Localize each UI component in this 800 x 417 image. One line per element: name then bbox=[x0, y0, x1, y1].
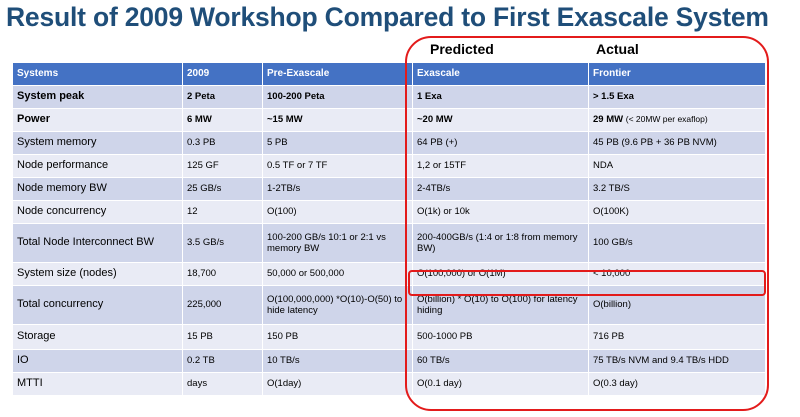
cell-exascale: 60 TB/s bbox=[412, 349, 589, 373]
table-row: Node performance 125 GF 0.5 TF or 7 TF 1… bbox=[12, 154, 766, 178]
header-systems: Systems bbox=[12, 62, 183, 86]
cell-frontier: < 10,000 bbox=[588, 262, 766, 286]
cell-exascale: 1,2 or 15TF bbox=[412, 154, 589, 178]
cell-2009: 18,700 bbox=[182, 262, 263, 286]
header-frontier: Frontier bbox=[588, 62, 766, 86]
row-label: Node concurrency bbox=[12, 200, 183, 224]
frontier-power-note: (< 20MW per exaflop) bbox=[625, 114, 708, 125]
row-label: IO bbox=[12, 349, 183, 373]
cell-frontier: O(0.3 day) bbox=[588, 372, 766, 396]
cell-2009: 2 Peta bbox=[182, 85, 263, 109]
cell-2009: 0.2 TB bbox=[182, 349, 263, 373]
row-label: System size (nodes) bbox=[12, 262, 183, 286]
row-label: Node memory BW bbox=[12, 177, 183, 201]
row-label: Node performance bbox=[12, 154, 183, 178]
row-label: System peak bbox=[12, 85, 183, 109]
table-row: Power 6 MW ~15 MW ~20 MW 29 MW (< 20MW p… bbox=[12, 108, 766, 132]
cell-frontier: 75 TB/s NVM and 9.4 TB/s HDD bbox=[588, 349, 766, 373]
cell-exascale: O(0.1 day) bbox=[412, 372, 589, 396]
cell-frontier: 29 MW (< 20MW per exaflop) bbox=[588, 108, 766, 132]
table-row: System memory 0.3 PB 5 PB 64 PB (+) 45 P… bbox=[12, 131, 766, 155]
cell-2009: 12 bbox=[182, 200, 263, 224]
comparison-table: Systems 2009 Pre-Exascale Exascale Front… bbox=[12, 62, 766, 396]
header-2009: 2009 bbox=[182, 62, 263, 86]
cell-frontier: NDA bbox=[588, 154, 766, 178]
row-label: MTTI bbox=[12, 372, 183, 396]
predicted-actual-highlight-frame bbox=[405, 36, 769, 411]
cell-pre-exascale: 1-2TB/s bbox=[262, 177, 413, 201]
cell-pre-exascale: 0.5 TF or 7 TF bbox=[262, 154, 413, 178]
row-label: Total Node Interconnect BW bbox=[12, 223, 183, 263]
table-row: IO 0.2 TB 10 TB/s 60 TB/s 75 TB/s NVM an… bbox=[12, 349, 766, 373]
page-title: Result of 2009 Workshop Compared to Firs… bbox=[6, 2, 769, 32]
cell-2009: 6 MW bbox=[182, 108, 263, 132]
actual-label: Actual bbox=[596, 41, 639, 57]
cell-exascale: 1 Exa bbox=[412, 85, 589, 109]
cell-2009: days bbox=[182, 372, 263, 396]
cell-pre-exascale: 150 PB bbox=[262, 324, 413, 350]
cell-exascale: O(billion) * O(10) to O(100) for latency… bbox=[412, 285, 589, 325]
cell-pre-exascale: 10 TB/s bbox=[262, 349, 413, 373]
table-row: Storage 15 PB 150 PB 500-1000 PB 716 PB bbox=[12, 324, 766, 350]
cell-pre-exascale: ~15 MW bbox=[262, 108, 413, 132]
table-row: System peak 2 Peta 100-200 Peta 1 Exa > … bbox=[12, 85, 766, 109]
table-row: System size (nodes) 18,700 50,000 or 500… bbox=[12, 262, 766, 286]
cell-pre-exascale: O(100,000,000) *O(10)-O(50) to hide late… bbox=[262, 285, 413, 325]
cell-frontier: O(100K) bbox=[588, 200, 766, 224]
cell-pre-exascale: O(100) bbox=[262, 200, 413, 224]
cell-pre-exascale: 100-200 Peta bbox=[262, 85, 413, 109]
predicted-label: Predicted bbox=[430, 41, 494, 57]
header-exascale: Exascale bbox=[412, 62, 589, 86]
cell-2009: 225,000 bbox=[182, 285, 263, 325]
cell-frontier: 716 PB bbox=[588, 324, 766, 350]
table-row: MTTI days O(1day) O(0.1 day) O(0.3 day) bbox=[12, 372, 766, 396]
cell-2009: 125 GF bbox=[182, 154, 263, 178]
system-size-highlight-box bbox=[408, 270, 766, 296]
cell-2009: 25 GB/s bbox=[182, 177, 263, 201]
cell-frontier: 45 PB (9.6 PB + 36 PB NVM) bbox=[588, 131, 766, 155]
cell-exascale: ~20 MW bbox=[412, 108, 589, 132]
row-label: Total concurrency bbox=[12, 285, 183, 325]
table-row: Node memory BW 25 GB/s 1-2TB/s 2-4TB/s 3… bbox=[12, 177, 766, 201]
cell-2009: 3.5 GB/s bbox=[182, 223, 263, 263]
cell-frontier: 3.2 TB/S bbox=[588, 177, 766, 201]
row-label: Power bbox=[12, 108, 183, 132]
header-pre-exascale: Pre-Exascale bbox=[262, 62, 413, 86]
row-label: Storage bbox=[12, 324, 183, 350]
cell-pre-exascale: 5 PB bbox=[262, 131, 413, 155]
row-label: System memory bbox=[12, 131, 183, 155]
table-row: Node concurrency 12 O(100) O(1k) or 10k … bbox=[12, 200, 766, 224]
cell-pre-exascale: 50,000 or 500,000 bbox=[262, 262, 413, 286]
cell-2009: 15 PB bbox=[182, 324, 263, 350]
frontier-power-value: 29 MW bbox=[593, 114, 624, 126]
header-row: Systems 2009 Pre-Exascale Exascale Front… bbox=[12, 62, 766, 86]
cell-exascale: 64 PB (+) bbox=[412, 131, 589, 155]
table-row: Total Node Interconnect BW 3.5 GB/s 100-… bbox=[12, 223, 766, 263]
cell-pre-exascale: O(1day) bbox=[262, 372, 413, 396]
cell-exascale: 500-1000 PB bbox=[412, 324, 589, 350]
cell-2009: 0.3 PB bbox=[182, 131, 263, 155]
cell-exascale: 200-400GB/s (1:4 or 1:8 from memory BW) bbox=[412, 223, 589, 263]
cell-pre-exascale: 100-200 GB/s 10:1 or 2:1 vs memory BW bbox=[262, 223, 413, 263]
